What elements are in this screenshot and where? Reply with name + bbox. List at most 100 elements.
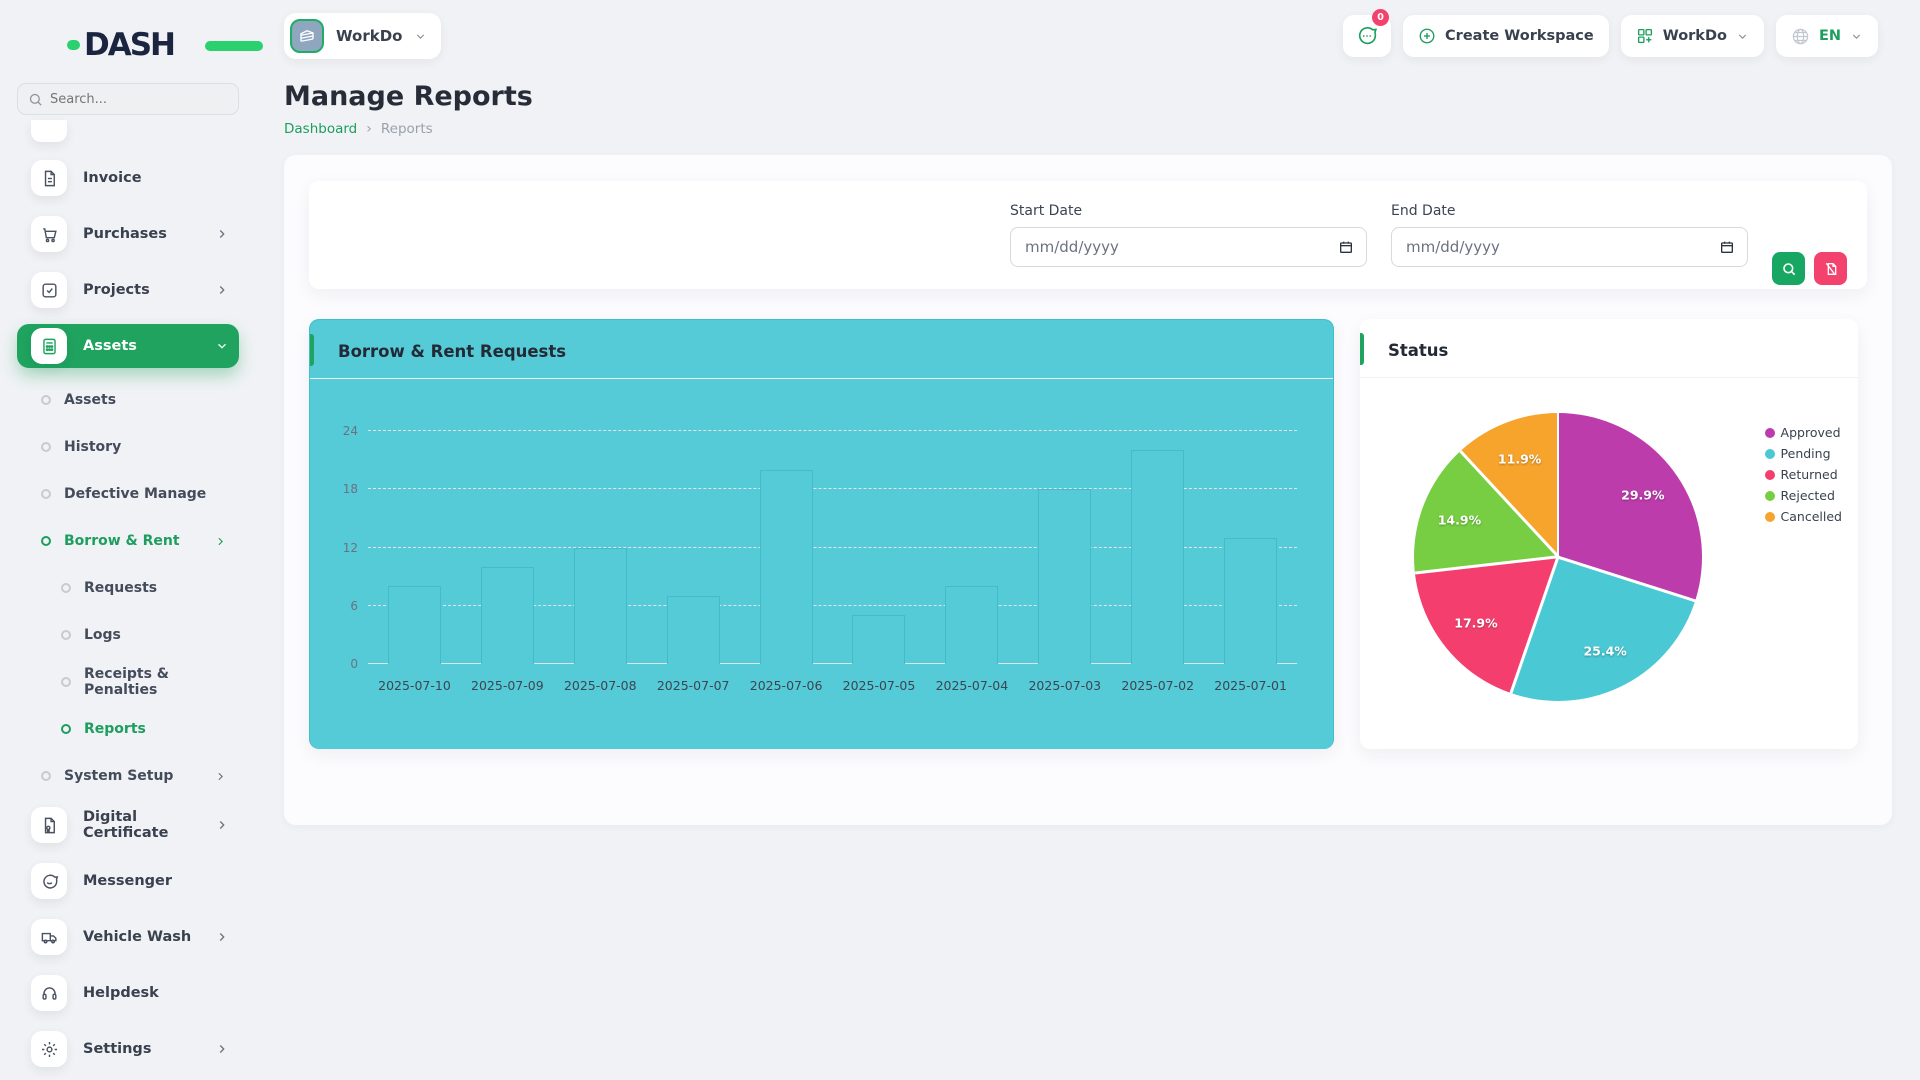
legend-item-pending[interactable]: Pending	[1764, 446, 1842, 461]
search-icon	[28, 92, 43, 107]
sidebar-item-messenger[interactable]: Messenger	[17, 859, 239, 903]
pie-chart-title: Status	[1388, 341, 1449, 360]
sidebar-item-defective-manage[interactable]: Defective Manage	[17, 474, 239, 514]
slice-separator	[1414, 555, 1559, 575]
chevron-right-icon	[214, 770, 227, 783]
bar	[852, 615, 906, 664]
cart-icon	[31, 216, 67, 252]
bar	[759, 469, 813, 664]
bullet-ring-icon	[41, 489, 51, 499]
logo-dash-bar	[205, 41, 263, 51]
start-date-input[interactable]: mm/dd/yyyy	[1010, 227, 1367, 267]
headset-icon	[31, 975, 67, 1011]
sidebar-item-projects[interactable]: Projects	[17, 268, 239, 312]
calculator-icon	[31, 328, 67, 364]
legend-dot-icon	[1764, 448, 1775, 459]
end-date-group: End Date mm/dd/yyyy	[1391, 203, 1748, 267]
apply-filter-button[interactable]	[1772, 252, 1805, 285]
sidebar-item-settings[interactable]: Settings	[17, 1027, 239, 1071]
clear-filter-button[interactable]	[1814, 252, 1847, 285]
bar	[573, 547, 627, 664]
calendar-icon[interactable]	[1719, 239, 1735, 255]
gridline	[368, 663, 1297, 664]
pie-slice-label: 29.9%	[1621, 487, 1665, 503]
main-area: WorkDo 0 Create Workspace WorkDo	[256, 0, 1920, 1080]
workspace-selector[interactable]: WorkDo	[284, 13, 442, 59]
sidebar-item-invoice[interactable]: Invoice	[17, 156, 239, 200]
messages-button[interactable]: 0	[1343, 9, 1392, 57]
sidebar-search[interactable]	[17, 83, 239, 115]
search-input[interactable]	[50, 91, 228, 107]
create-workspace-button[interactable]: Create Workspace	[1403, 15, 1609, 57]
legend-item-cancelled[interactable]: Cancelled	[1764, 509, 1842, 524]
pie-slice-label: 25.4%	[1583, 643, 1627, 659]
end-date-input[interactable]: mm/dd/yyyy	[1391, 227, 1748, 267]
slice-separator	[1556, 413, 1560, 557]
bar-slot	[368, 431, 461, 664]
bar	[387, 586, 441, 664]
chevron-right-icon	[215, 283, 229, 297]
calendar-icon[interactable]	[1338, 239, 1354, 255]
logo-dash-icon	[67, 40, 80, 50]
legend-label: Approved	[1780, 425, 1841, 440]
sidebar-item-system-setup[interactable]: System Setup	[17, 756, 239, 796]
sidebar-item-history[interactable]: History	[17, 427, 239, 467]
bar-chart-header: Borrow & Rent Requests	[310, 320, 1333, 379]
bullet-ring-icon	[61, 630, 71, 640]
building-icon	[290, 19, 324, 53]
bar	[1224, 537, 1278, 664]
legend-label: Pending	[1780, 446, 1831, 461]
legend-item-approved[interactable]: Approved	[1764, 425, 1842, 440]
chevron-down-icon	[414, 30, 427, 43]
workspace-switcher-button[interactable]: WorkDo	[1620, 15, 1764, 57]
chevron-right-icon	[215, 227, 229, 241]
gridline	[368, 488, 1297, 490]
legend-dot-icon	[1764, 511, 1775, 522]
x-axis-label: 2025-07-05	[842, 678, 916, 693]
sidebar-item-reports[interactable]: Reports	[17, 709, 239, 749]
bar-slot	[1111, 431, 1204, 664]
end-date-label: End Date	[1391, 203, 1456, 219]
start-date-group: Start Date mm/dd/yyyy	[1010, 203, 1367, 267]
sidebar-item-requests[interactable]: Requests	[17, 568, 239, 608]
chevron-down-icon	[1850, 30, 1863, 43]
gridline	[368, 604, 1297, 606]
bar-slot	[1204, 431, 1297, 664]
bar-slot	[461, 431, 554, 664]
page-header: Manage Reports Dashboard › Reports	[256, 59, 1920, 137]
invoice-icon	[31, 160, 67, 196]
sidebar-item-logs[interactable]: Logs	[17, 615, 239, 655]
slice-separator	[1459, 450, 1559, 558]
legend-item-rejected[interactable]: Rejected	[1764, 488, 1842, 503]
sidebar-item-assets-sub[interactable]: Assets	[17, 380, 239, 420]
breadcrumb-dashboard-link[interactable]: Dashboard	[284, 121, 358, 137]
bullet-ring-icon	[41, 395, 51, 405]
chevron-right-icon	[215, 1042, 229, 1056]
x-axis-label: 2025-07-04	[935, 678, 1009, 693]
sidebar-item-vehicle-wash[interactable]: Vehicle Wash	[17, 915, 239, 959]
slice-separator	[1509, 556, 1560, 694]
logo-text: DASH	[84, 27, 176, 63]
search-icon	[1781, 261, 1797, 277]
sidebar-item-digital-certificate[interactable]: Digital Certificate	[17, 803, 239, 847]
chevron-right-icon	[214, 535, 227, 548]
globe-icon	[1791, 27, 1810, 46]
language-selector[interactable]: EN	[1775, 15, 1878, 57]
sidebar-item-helpdesk[interactable]: Helpdesk	[17, 971, 239, 1015]
bullet-ring-icon	[61, 677, 71, 687]
legend-item-returned[interactable]: Returned	[1764, 467, 1842, 482]
chevron-right-icon	[215, 818, 229, 832]
grid-plus-icon	[1636, 27, 1654, 45]
sidebar-item-assets[interactable]: Assets	[17, 324, 239, 368]
y-axis-tick: 18	[342, 482, 358, 497]
bar	[945, 586, 999, 664]
bar	[1131, 450, 1185, 664]
bar-slot	[1018, 431, 1111, 664]
accent-bar	[1360, 333, 1364, 365]
clear-filter-icon	[1823, 261, 1839, 277]
sidebar-item-borrow-rent[interactable]: Borrow & Rent	[17, 521, 239, 561]
bar-slot	[740, 431, 833, 664]
sidebar-item-purchases[interactable]: Purchases	[17, 212, 239, 256]
legend-label: Cancelled	[1780, 509, 1842, 524]
sidebar-item-receipts-penalties[interactable]: Receipts & Penalties	[17, 662, 239, 702]
